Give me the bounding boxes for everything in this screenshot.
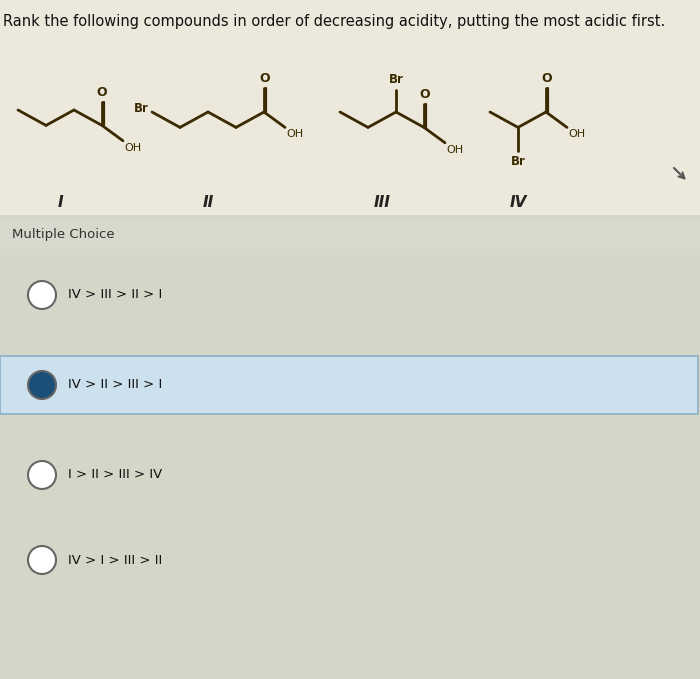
Bar (0, 356, 698, 414)
Text: III: III (374, 195, 391, 210)
Text: IV > II > III > I: IV > II > III > I (68, 378, 162, 392)
Circle shape (28, 371, 56, 399)
Text: I: I (57, 195, 63, 210)
Text: IV > III > II > I: IV > III > II > I (68, 289, 162, 301)
Text: OH: OH (286, 130, 303, 139)
Bar (0, 531, 700, 589)
Text: Br: Br (134, 101, 149, 115)
Bar (0, 0, 700, 215)
Text: O: O (97, 86, 107, 98)
Text: Rank the following compounds in order of decreasing acidity, putting the most ac: Rank the following compounds in order of… (3, 14, 665, 29)
Circle shape (28, 546, 56, 574)
Circle shape (28, 461, 56, 489)
Text: O: O (420, 88, 430, 100)
Bar (0, 220, 700, 255)
Text: OH: OH (446, 145, 463, 155)
Text: IV: IV (510, 195, 526, 210)
Text: Multiple Choice: Multiple Choice (12, 228, 115, 241)
Text: I > II > III > IV: I > II > III > IV (68, 469, 162, 481)
Text: IV > I > III > II: IV > I > III > II (68, 553, 162, 566)
Text: Br: Br (389, 73, 403, 86)
Text: II: II (202, 195, 214, 210)
Bar (0, 266, 700, 324)
Bar (0, 215, 700, 679)
Text: OH: OH (124, 143, 141, 153)
Text: O: O (542, 72, 552, 85)
Text: OH: OH (568, 130, 585, 139)
Text: Br: Br (510, 155, 526, 168)
Bar (0, 446, 700, 504)
Circle shape (28, 281, 56, 309)
Text: O: O (260, 72, 270, 85)
